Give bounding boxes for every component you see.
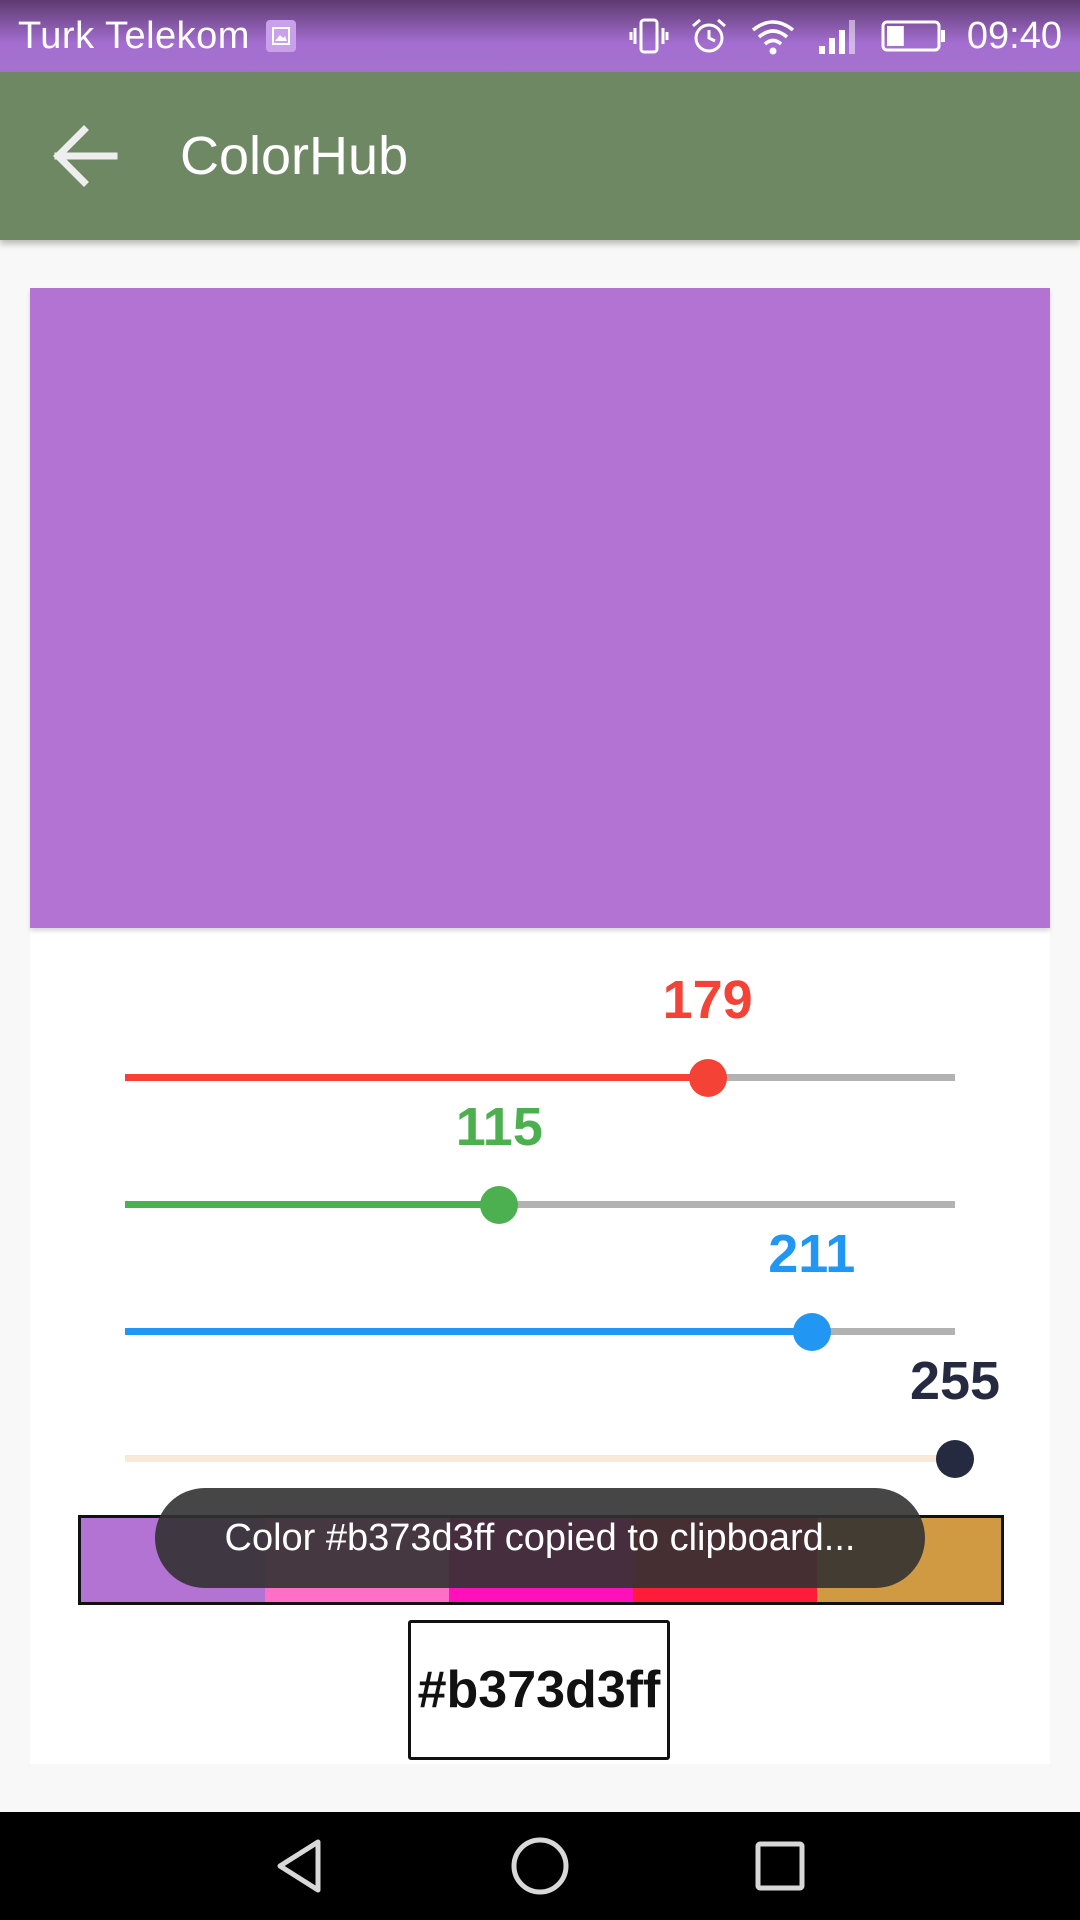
carrier-name: Turk Telekom [18,15,250,58]
alpha-value: 255 [885,1350,1025,1412]
arrow-back-icon [48,120,120,192]
blue-value: 211 [742,1223,882,1285]
image-notification-icon [266,20,296,52]
status-icons: 09:40 [629,15,1062,58]
clipboard-toast: Color #b373d3ff copied to clipboard... [155,1488,925,1588]
slider-fill [125,1201,499,1208]
nav-home-button[interactable] [480,1816,600,1916]
slider-fill [125,1074,708,1081]
slider-thumb[interactable] [793,1313,831,1351]
hex-value-button[interactable]: #b373d3ff [408,1620,670,1760]
slider-thumb[interactable] [689,1059,727,1097]
nav-recents-button[interactable] [720,1816,840,1916]
wifi-icon [749,16,797,56]
recents-square-icon [752,1838,808,1894]
slider-fill [125,1455,955,1462]
blue-slider[interactable]: 211 [125,1301,955,1361]
app-title: ColorHub [180,125,408,187]
vibrate-icon [629,16,669,56]
back-triangle-icon [270,1836,330,1896]
alpha-slider[interactable]: 255 [125,1428,955,1488]
nav-back-button[interactable] [240,1816,360,1916]
signal-icon [817,16,861,56]
back-button[interactable] [34,106,134,206]
green-value: 115 [429,1096,569,1158]
alarm-icon [689,16,729,56]
navigation-bar [0,1812,1080,1920]
clock: 09:40 [967,15,1062,58]
color-editor-card: 179 115 211 255 Color #b373d3ff copied t… [30,288,1050,1764]
slider-thumb[interactable] [936,1440,974,1478]
battery-icon [881,16,947,56]
home-circle-icon [508,1834,572,1898]
status-bar: Turk Telekom 09:40 [0,0,1080,72]
color-preview [30,288,1050,928]
red-value: 179 [638,969,778,1031]
app-bar: ColorHub [0,72,1080,240]
slider-thumb[interactable] [480,1186,518,1224]
slider-fill [125,1328,812,1335]
